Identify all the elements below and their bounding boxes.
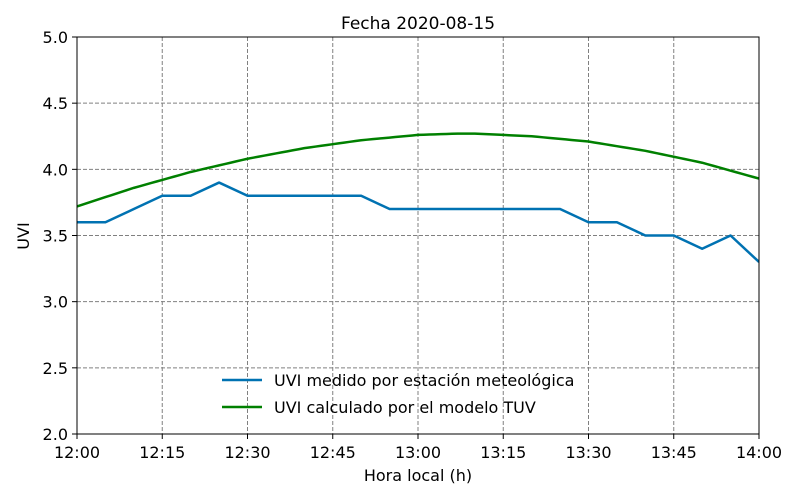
y-tick-label: 4.5 <box>43 94 68 113</box>
y-axis-title: UVI <box>14 222 33 249</box>
x-tick-label: 12:45 <box>310 443 356 462</box>
legend-label-2: UVI calculado por el modelo TUV <box>274 398 536 417</box>
chart-title: Fecha 2020-08-15 <box>341 14 495 34</box>
axis-ticks: 12:00 12:15 12:30 12:45 13:00 13:15 13:30 13:45… <box>43 28 783 462</box>
x-tick-label: 13:45 <box>651 443 697 462</box>
x-axis-title: Hora local (h) <box>364 466 472 485</box>
legend-label-1: UVI medido por estación meteológica <box>274 371 574 390</box>
y-tick-label: 4.0 <box>43 160 68 179</box>
series-lines <box>77 132 759 263</box>
x-tick-label: 12:15 <box>139 443 185 462</box>
series-line-2 <box>77 132 759 208</box>
x-tick-label: 14:00 <box>736 443 782 462</box>
y-tick-label: 2.0 <box>43 425 68 444</box>
y-tick-label: 3.0 <box>43 293 68 312</box>
x-tick-label: 13:15 <box>480 443 526 462</box>
y-tick-label: 2.5 <box>43 359 68 378</box>
legend: UVI medido por estación meteológica UVI c… <box>222 371 574 417</box>
y-tick-label: 3.5 <box>43 227 68 246</box>
x-tick-label: 13:30 <box>565 443 611 462</box>
x-tick-label: 12:30 <box>224 443 270 462</box>
x-tick-label: 12:00 <box>54 443 100 462</box>
y-tick-label: 5.0 <box>43 28 68 47</box>
series-line-1 <box>77 181 759 263</box>
grid-lines <box>77 37 759 434</box>
x-tick-label: 13:00 <box>395 443 441 462</box>
